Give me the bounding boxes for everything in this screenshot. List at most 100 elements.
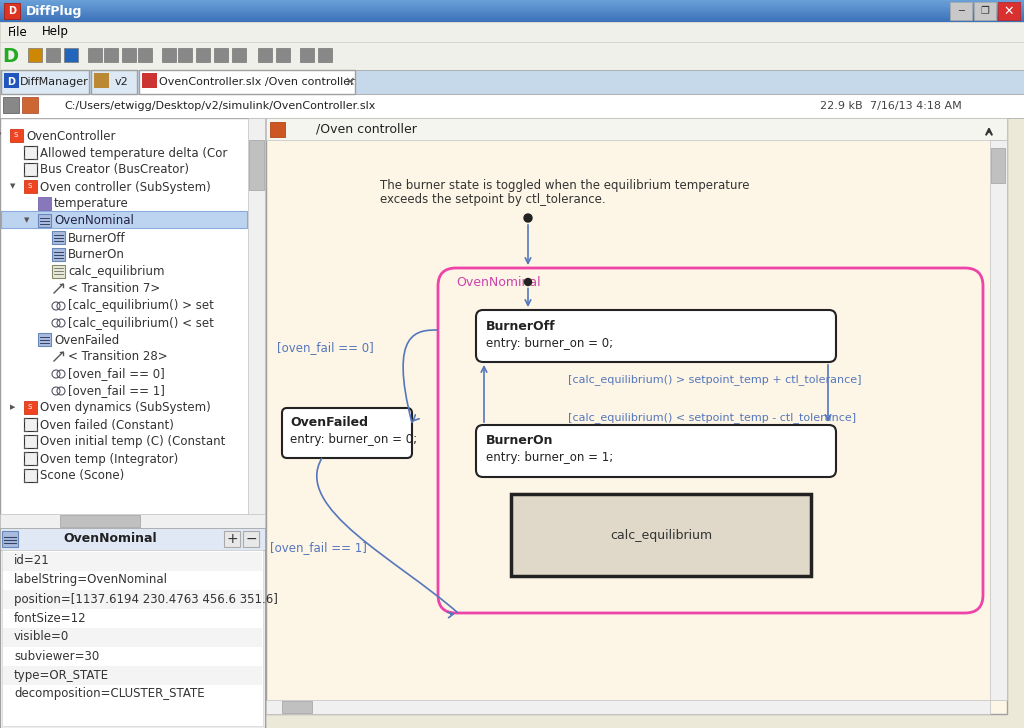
Text: +: + <box>226 532 238 546</box>
Text: entry: burner_on = 0;: entry: burner_on = 0; <box>486 336 613 349</box>
Circle shape <box>524 214 532 222</box>
Bar <box>0 0 1024 1</box>
Text: entry: burner_on = 0;: entry: burner_on = 0; <box>290 433 417 446</box>
Bar <box>2 550 263 726</box>
Bar <box>0 14 1024 15</box>
Text: OvenController.slx /Oven controller: OvenController.slx /Oven controller <box>159 77 354 87</box>
Bar <box>266 118 1007 714</box>
Text: calc_equilibrium: calc_equilibrium <box>68 266 165 279</box>
Bar <box>0 42 1024 70</box>
Bar <box>0 12 1024 13</box>
Text: ▼: ▼ <box>25 218 30 223</box>
Bar <box>0 8 1024 9</box>
Text: BurnerOff: BurnerOff <box>486 320 556 333</box>
Bar <box>0 3 1024 4</box>
Bar <box>248 118 265 518</box>
Text: temperature: temperature <box>54 197 129 210</box>
Bar <box>162 48 176 62</box>
Bar <box>91 70 137 94</box>
Bar <box>139 70 355 94</box>
Bar <box>990 140 1007 700</box>
Bar <box>52 231 65 244</box>
Text: labelString=OvenNominal: labelString=OvenNominal <box>14 574 168 587</box>
Text: −: − <box>245 532 257 546</box>
Text: S: S <box>13 132 18 138</box>
Text: /Oven controller: /Oven controller <box>316 122 417 135</box>
Bar <box>52 248 65 261</box>
Bar <box>1 70 89 94</box>
Bar <box>0 528 265 728</box>
Bar <box>178 48 193 62</box>
Text: DiffManager: DiffManager <box>19 77 88 87</box>
Bar <box>1 211 247 228</box>
Bar <box>0 514 265 528</box>
Text: type=OR_STATE: type=OR_STATE <box>14 668 110 681</box>
Bar <box>0 9 1024 10</box>
Bar <box>0 10 1024 11</box>
Bar <box>88 48 102 62</box>
Bar <box>224 531 240 547</box>
Bar <box>318 48 332 62</box>
Text: D: D <box>7 77 15 87</box>
Text: BurnerOn: BurnerOn <box>68 248 125 261</box>
Text: Scone (Scone): Scone (Scone) <box>40 470 124 483</box>
Text: The burner state is toggled when the equilibrium temperature: The burner state is toggled when the equ… <box>380 178 750 191</box>
Bar <box>276 48 290 62</box>
Text: Oven temp (Integrator): Oven temp (Integrator) <box>40 453 178 465</box>
Bar <box>24 163 37 176</box>
Bar <box>60 515 140 527</box>
Bar <box>24 469 37 482</box>
Bar <box>0 15 1024 16</box>
Bar <box>138 48 152 62</box>
Bar <box>0 528 265 550</box>
Text: ✕: ✕ <box>1004 4 1014 17</box>
Bar <box>10 129 23 142</box>
Text: OvenNominal: OvenNominal <box>63 532 157 545</box>
Bar <box>0 2 1024 3</box>
Text: 7/16/13 4:18 AM: 7/16/13 4:18 AM <box>870 101 962 111</box>
Bar <box>258 48 272 62</box>
Bar <box>38 214 51 227</box>
Bar <box>974 2 996 20</box>
Bar <box>3 590 262 609</box>
Bar <box>142 73 157 88</box>
Text: OvenController: OvenController <box>26 130 116 143</box>
Bar <box>266 118 1007 140</box>
Text: [calc_equilibrium() < setpoint_temp - ctl_tolerance]: [calc_equilibrium() < setpoint_temp - ct… <box>568 413 856 424</box>
Bar <box>24 180 37 193</box>
Bar <box>22 97 38 113</box>
Bar <box>0 1 1024 2</box>
Text: S: S <box>28 183 32 189</box>
Circle shape <box>524 279 531 285</box>
Bar <box>232 48 246 62</box>
Bar <box>24 418 37 431</box>
Bar <box>0 6 1024 7</box>
Bar <box>998 2 1020 20</box>
Bar <box>0 13 1024 14</box>
Bar <box>0 118 265 728</box>
Text: ❐: ❐ <box>981 6 989 16</box>
Bar <box>0 16 1024 17</box>
Text: v2: v2 <box>115 77 129 87</box>
Bar <box>4 3 20 19</box>
Text: ▶: ▶ <box>10 405 15 411</box>
Text: [oven_fail == 0]: [oven_fail == 0] <box>276 341 374 355</box>
FancyBboxPatch shape <box>476 425 836 477</box>
Text: [calc_equilibrium() < set: [calc_equilibrium() < set <box>68 317 214 330</box>
Text: OvenNominal: OvenNominal <box>456 275 541 288</box>
Bar <box>0 18 1024 19</box>
Bar <box>0 7 1024 8</box>
Bar <box>3 628 262 647</box>
Text: Oven failed (Constant): Oven failed (Constant) <box>40 419 174 432</box>
Text: S: S <box>28 404 32 410</box>
Text: entry: burner_on = 1;: entry: burner_on = 1; <box>486 451 613 464</box>
Text: exceeds the setpoint by ctl_tolerance.: exceeds the setpoint by ctl_tolerance. <box>380 192 605 205</box>
FancyBboxPatch shape <box>476 310 836 362</box>
Bar <box>0 5 1024 6</box>
Text: [oven_fail == 0]: [oven_fail == 0] <box>68 368 165 381</box>
Bar <box>196 48 210 62</box>
Text: id=21: id=21 <box>14 555 50 568</box>
Bar <box>0 20 1024 21</box>
Bar <box>0 94 1024 118</box>
Bar <box>24 452 37 465</box>
